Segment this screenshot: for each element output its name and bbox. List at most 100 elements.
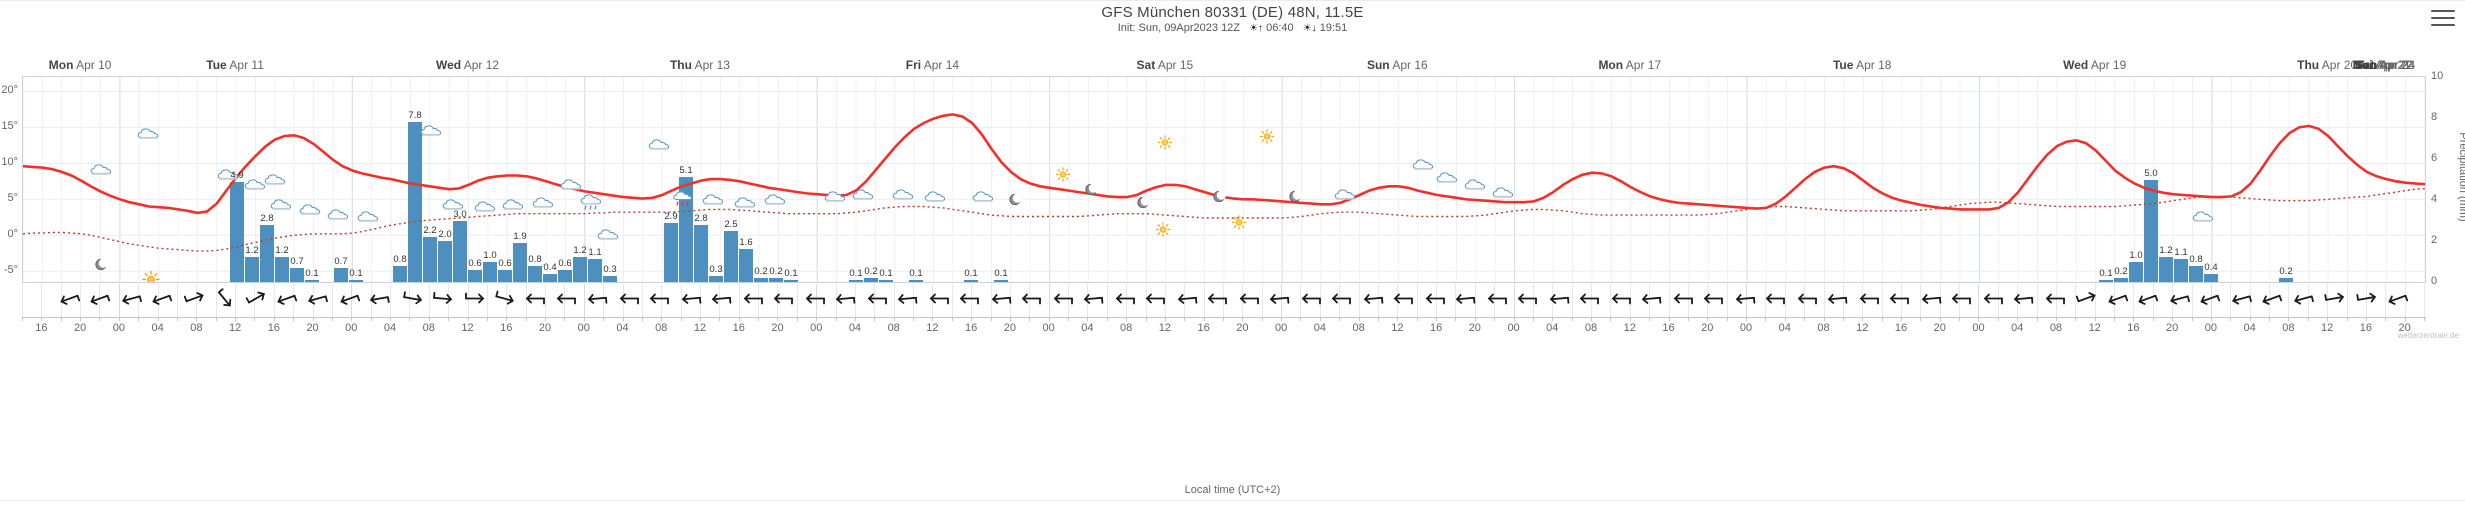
hour-tick [2114, 317, 2116, 321]
wind-barb [1267, 290, 1293, 311]
hour-tick [370, 317, 372, 321]
hour-label: 16 [1197, 322, 1210, 334]
hour-label: 20 [1003, 322, 1017, 334]
precip-bar [849, 279, 863, 282]
hour-tick [1765, 317, 1767, 321]
wind-barb [1237, 290, 1263, 311]
wind-barb [2105, 290, 2131, 311]
wind-gridline [1184, 284, 1186, 317]
hour-tick [41, 317, 43, 321]
hour-tick [583, 317, 585, 321]
page-title: GFS München 80331 (DE) 48N, 11.5E [1101, 4, 1364, 21]
wind-gridline [1436, 284, 1438, 317]
hour-tick [951, 317, 953, 321]
day-dow: Sun [1366, 58, 1390, 72]
hour-tick [1068, 317, 1070, 321]
wind-gridline [1823, 284, 1825, 317]
precip-bar [245, 257, 259, 282]
hour-tick [1746, 317, 1748, 321]
hour-label: 16 [2359, 322, 2372, 334]
hour-tick [1261, 317, 1263, 321]
day-label-wed-apr12: Wed Apr 12 [436, 58, 499, 72]
wind-gridline [874, 284, 876, 317]
day-date: Apr 20 [2321, 58, 2358, 72]
wind-gridline [1978, 284, 1980, 317]
hour-label: 12 [1856, 322, 1869, 334]
wind-gridline [351, 284, 353, 317]
hour-tick [1610, 317, 1612, 321]
precip-bar-label: 1.0 [2129, 249, 2143, 261]
hour-tick [1920, 317, 1922, 321]
wind-gridline [1668, 284, 1670, 317]
cloud-icon [473, 200, 497, 219]
hour-tick [758, 317, 760, 321]
wind-barb [741, 290, 767, 311]
wind-barb [274, 290, 300, 311]
wind-gridline [99, 284, 101, 317]
hour-tick [1939, 317, 1941, 321]
hour-label: 08 [1352, 322, 1365, 334]
day-date: Apr 21 [2375, 58, 2411, 72]
wind-gridline [428, 284, 430, 317]
hour-label: 20 [1468, 322, 1481, 334]
wind-barb [491, 290, 517, 311]
day-date: Apr 10 [76, 58, 112, 72]
precip-tick-3: 4 [2431, 193, 2438, 205]
precip-bar-label: 2.5 [724, 218, 738, 230]
hour-label: 00 [345, 322, 358, 334]
hour-tick [176, 317, 178, 321]
precip-bar [909, 279, 923, 282]
precip-bar [275, 257, 289, 282]
hour-tick [2307, 317, 2309, 321]
day-date: Apr 18 [1856, 58, 1892, 72]
wind-gridline [506, 284, 508, 317]
sunset-icon: ☀↓ [1302, 23, 1317, 34]
precip-bar [230, 181, 244, 282]
wind-barb [927, 290, 953, 311]
precip-bar-label: 0.1 [305, 267, 319, 279]
day-label-fri-apr14: Fri Apr 14 [906, 58, 959, 72]
wind-gridline [1029, 284, 1031, 317]
precip-bar-label: 2.9 [664, 210, 678, 222]
wind-gridline [1377, 284, 1379, 317]
day-label-sat-apr15: Sat Apr 15 [1137, 58, 1194, 72]
moon-icon [1136, 196, 1150, 215]
day-label-mon-apr17: Mon Apr 17 [1598, 58, 1661, 72]
wind-gridline [719, 284, 721, 317]
wind-gridline [1610, 284, 1612, 317]
hour-tick [293, 317, 295, 321]
wind-gridline [2075, 284, 2077, 317]
temp-tick-3: 5° [7, 192, 18, 205]
cloud-icon [923, 190, 947, 209]
precip-bar [964, 279, 978, 282]
wind-gridline [1900, 284, 1902, 317]
temperature-axis: 20° 15° 10° 5° 0° -5° [0, 76, 20, 283]
top-divider [0, 0, 2465, 1]
cloud-icon [1333, 188, 1357, 207]
wind-gridline [1416, 284, 1418, 317]
hamburger-menu-icon[interactable] [2431, 10, 2455, 28]
hour-label: 20 [538, 322, 552, 334]
sun-icon [142, 270, 160, 282]
day-date: Apr 22 [2377, 58, 2413, 72]
hour-label: 12 [1623, 322, 1636, 334]
wind-barb [989, 290, 1015, 311]
precip-bar-label: 2.8 [694, 212, 708, 224]
precip-bar-label: 0.1 [349, 267, 363, 279]
wind-gridline [2152, 284, 2154, 317]
wind-gridline [545, 284, 547, 317]
temp-tick-4: 0° [7, 228, 18, 241]
precip-bar-label: 1.2 [573, 245, 587, 257]
wind-gridline [661, 284, 663, 317]
wind-gridline [1048, 284, 1050, 317]
hour-tick [467, 317, 469, 321]
day-date: Apr 19 [2090, 58, 2127, 72]
wind-barb [1361, 290, 1387, 311]
hour-label: 00 [1274, 322, 1288, 334]
hour-tick [796, 317, 798, 321]
wind-gridline [1687, 284, 1689, 317]
wind-barb [1981, 290, 2007, 311]
day-label-sat-apr22: Sat Apr 22 [2356, 58, 2413, 72]
hour-tick [215, 317, 217, 321]
precip-bar-label: 0.8 [528, 253, 542, 265]
